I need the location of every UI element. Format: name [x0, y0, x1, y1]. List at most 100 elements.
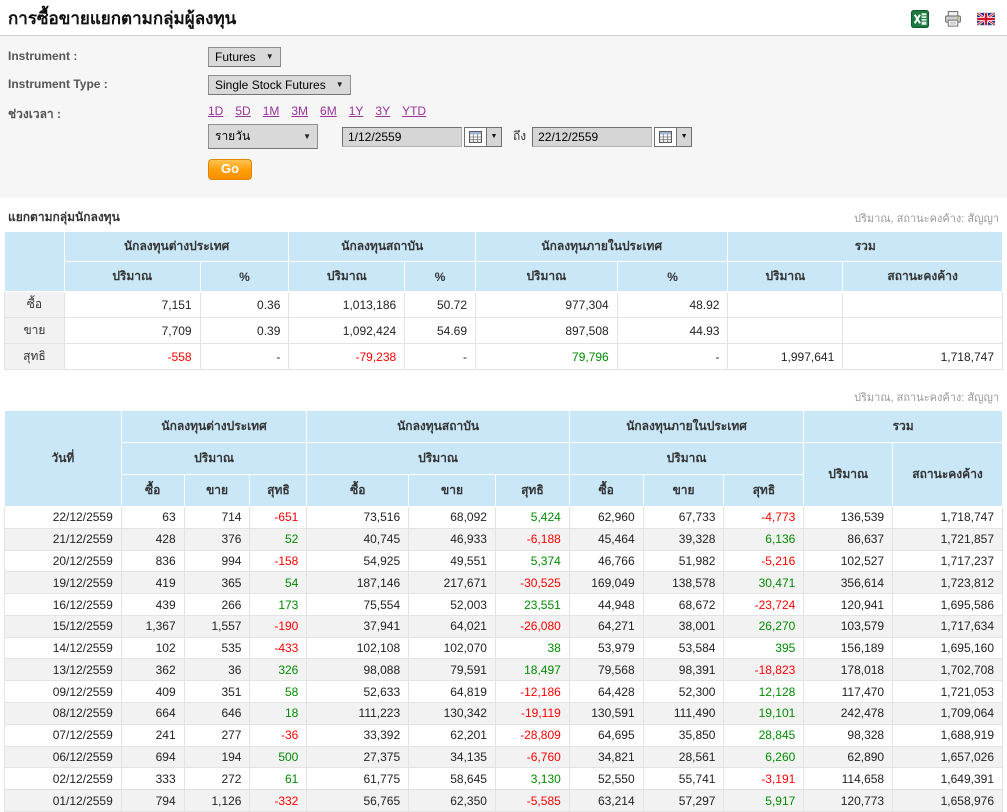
- daily-cell: 120,773: [803, 789, 894, 812]
- daily-cell: 52,550: [568, 767, 644, 791]
- period-link-5d[interactable]: 5D: [235, 104, 251, 118]
- period-link-3m[interactable]: 3M: [291, 104, 309, 118]
- header-bar: การซื้อขายแยกตามกลุ่มผู้ลงทุน: [0, 0, 1007, 35]
- daily-row: 22/12/2559 63 714 -651 73,516 68,092 5,424 62,9…: [4, 506, 1003, 529]
- summary-row-label: ขาย: [4, 317, 65, 344]
- chevron-down-icon: ▼: [265, 52, 274, 61]
- english-language-flag-icon[interactable]: [977, 10, 995, 28]
- summary-cell: 7,151: [63, 291, 201, 318]
- daily-sell-header: ขาย: [642, 474, 725, 507]
- daily-cell: 217,671: [408, 571, 496, 595]
- chevron-down-icon: ▼: [335, 80, 344, 89]
- summary-subheader-volume: ปริมาณ: [475, 261, 618, 292]
- daily-cell: 1,658,976: [892, 789, 1003, 812]
- daily-cell: 102,108: [306, 636, 410, 660]
- daily-cell: 53,584: [642, 636, 725, 660]
- daily-row: 08/12/2559 664 646 18 111,223 130,342 -19,119 1…: [4, 702, 1003, 725]
- daily-cell: 102: [120, 636, 185, 660]
- daily-cell: 28,845: [723, 723, 805, 747]
- period-links: 1D 5D 1M 3M 6M 1Y 3Y YTD: [208, 103, 692, 118]
- summary-row: ขาย 7,709 0.39 1,092,424 54.69 897,508 44.93: [4, 317, 1003, 344]
- daily-cell: 356,614: [803, 571, 894, 595]
- daily-net-header: สุทธิ: [723, 474, 805, 507]
- daily-cell: 64,271: [568, 614, 644, 638]
- date-from-input[interactable]: 1/12/2559: [342, 126, 462, 147]
- daily-date-header: วันที่: [4, 410, 122, 507]
- date-to-input[interactable]: 22/12/2559: [532, 126, 653, 147]
- header-icons: [911, 9, 995, 28]
- instrument-type-select[interactable]: Single Stock Futures ▼: [208, 75, 351, 95]
- daily-buy-header: ซื้อ: [568, 474, 644, 507]
- daily-cell: 102,070: [408, 636, 496, 660]
- daily-cell: 326: [249, 658, 308, 682]
- daily-cell: 130,342: [408, 702, 496, 725]
- daily-cell: 54,925: [306, 549, 410, 573]
- daily-cell: 18,497: [494, 658, 570, 682]
- daily-cell: 58: [249, 680, 308, 704]
- daily-cell: 241: [120, 723, 185, 747]
- daily-cell: 68,092: [408, 506, 496, 529]
- period-link-6m[interactable]: 6M: [320, 104, 337, 118]
- frequency-select-value: รายวัน: [215, 129, 251, 143]
- daily-cell: 1,657,026: [892, 745, 1003, 769]
- print-icon[interactable]: [944, 10, 962, 28]
- daily-row: 19/12/2559 419 365 54 187,146 217,671 -30,525 1…: [4, 571, 1003, 595]
- daily-cell: 58,645: [408, 767, 496, 791]
- excel-export-icon[interactable]: [911, 9, 929, 28]
- instrument-select[interactable]: Futures ▼: [208, 47, 281, 67]
- period-link-ytd[interactable]: YTD: [402, 104, 427, 118]
- daily-cell: -5,216: [723, 549, 805, 573]
- calendar-dropdown-arrow-icon[interactable]: ▼: [487, 126, 502, 147]
- summary-cell: 79,796: [475, 343, 618, 370]
- daily-cell: 56,765: [306, 789, 410, 812]
- daily-date-cell: 09/12/2559: [4, 680, 122, 704]
- summary-subheader-volume: ปริมาณ: [727, 261, 844, 292]
- summary-cell: 44.93: [616, 317, 729, 344]
- daily-cell: -19,119: [494, 702, 570, 725]
- daily-cell: 1,723,812: [892, 571, 1003, 595]
- daily-buy-header: ซื้อ: [306, 474, 410, 507]
- summary-group-local: นักลงทุนภายในประเทศ: [475, 231, 729, 262]
- summary-row-label: ซื้อ: [4, 291, 65, 318]
- go-button[interactable]: Go: [208, 159, 253, 180]
- daily-cell: 23,551: [494, 593, 570, 616]
- daily-row: 01/12/2559 794 1,126 -332 56,765 62,350 -5,585…: [4, 789, 1003, 812]
- calendar-icon[interactable]: [654, 126, 678, 147]
- daily-cell: 34,135: [408, 745, 496, 769]
- period-link-1y[interactable]: 1Y: [348, 104, 364, 118]
- period-link-1m[interactable]: 1M: [262, 104, 280, 118]
- date-controls: รายวัน ▼ 1/12/2559 ▼ ถึง 22/12/2559: [208, 124, 693, 149]
- daily-cell: -5,585: [494, 789, 570, 812]
- daily-cell: 36: [183, 658, 251, 682]
- period-link-1d[interactable]: 1D: [208, 104, 224, 118]
- daily-cell: 169,049: [568, 571, 644, 595]
- period-link-3y[interactable]: 3Y: [375, 104, 391, 118]
- daily-cell: -4,773: [723, 506, 805, 529]
- daily-cell: 37,941: [306, 614, 410, 638]
- daily-cell: 79,568: [568, 658, 644, 682]
- daily-group-total: รวม: [803, 410, 1003, 443]
- daily-cell: 64,819: [408, 680, 496, 704]
- daily-cell: 173: [249, 593, 308, 616]
- daily-cell: 1,695,586: [892, 593, 1003, 616]
- daily-cell: -12,186: [494, 680, 570, 704]
- daily-cell: 45,464: [568, 527, 644, 551]
- daily-cell: 55,741: [642, 767, 725, 791]
- daily-cell: 46,766: [568, 549, 644, 573]
- calendar-icon[interactable]: [464, 126, 487, 147]
- daily-table: วันที่ นักลงทุนต่างประเทศ นักลงทุนสถาบัน…: [4, 410, 1003, 812]
- calendar-dropdown-arrow-icon[interactable]: ▼: [677, 126, 693, 147]
- daily-cell: 439: [120, 593, 185, 616]
- daily-group-foreign: นักลงทุนต่างประเทศ: [120, 410, 308, 443]
- daily-cell: 1,717,237: [892, 549, 1003, 573]
- daily-cell: 138,578: [642, 571, 725, 595]
- summary-cell: -: [199, 343, 290, 370]
- daily-cell: 111,490: [642, 702, 725, 725]
- summary-cell: 1,718,747: [842, 343, 1003, 370]
- summary-subheader-percent: %: [404, 261, 477, 292]
- daily-cell: 1,721,053: [892, 680, 1003, 704]
- daily-cell: 1,718,747: [892, 506, 1003, 529]
- summary-row: ซื้อ 7,151 0.36 1,013,186 50.72 977,304 48.92: [4, 291, 1003, 318]
- frequency-select[interactable]: รายวัน ▼: [208, 124, 318, 149]
